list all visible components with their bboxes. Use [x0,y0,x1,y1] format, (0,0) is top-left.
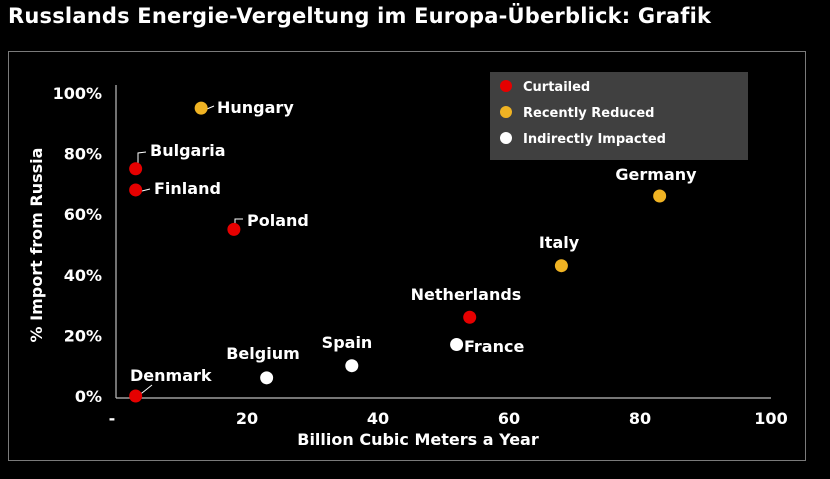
legend-entry: Curtailed [523,80,590,95]
axes: 0% 20% 40% 60% 80% 100% - 20 40 60 80 100 Billion Cu… [27,84,788,449]
y-tick-label: 0% [75,387,102,406]
x-tick-label: 60 [498,409,520,428]
data-point [554,259,568,273]
x-tick-label: 40 [367,409,389,428]
legend-marker [500,132,512,144]
y-tick-label: 60% [64,205,102,224]
legend-marker [500,106,512,118]
legend: Curtailed Recently Reduced Indirectly Impa… [490,72,748,160]
data-label: Finland [154,179,221,198]
y-tick-label: 20% [64,326,102,345]
x-tick-label: 20 [236,409,258,428]
y-axis-title: % Import from Russia [27,148,46,343]
data-point [260,371,274,385]
data-points: Hungary Bulgaria Finland Poland Germany Italy… [129,98,697,403]
data-point [345,359,359,373]
data-label: Spain [322,333,373,352]
data-label: Germany [615,165,697,184]
data-point [129,389,143,403]
x-axis-title: Billion Cubic Meters a Year [297,430,539,449]
legend-entry: Recently Reduced [523,106,655,121]
data-point [463,310,477,324]
data-point [129,162,143,176]
data-label: Denmark [130,366,212,385]
x-tick-label: - [109,409,116,428]
x-tick-label: 100 [754,409,787,428]
data-point [450,337,464,351]
x-tick-label: 80 [629,409,651,428]
legend-box [490,72,748,160]
y-tick-label: 100% [53,84,102,103]
data-point [129,183,143,197]
data-label: Poland [247,211,309,230]
data-label: France [464,337,524,356]
y-tick-label: 40% [64,266,102,285]
data-point [194,101,208,115]
chart-frame [8,51,806,461]
legend-entry: Indirectly Impacted [523,132,666,147]
data-label: Italy [539,233,580,252]
data-point [227,222,241,236]
data-label: Bulgaria [150,141,226,160]
data-label: Hungary [217,98,294,117]
data-label: Belgium [226,344,300,363]
legend-marker [500,80,512,92]
data-point [653,189,667,203]
data-label: Netherlands [411,285,522,304]
page-title: Russlands Energie-Vergeltung im Europa-Ü… [8,4,712,28]
y-tick-label: 80% [64,145,102,164]
